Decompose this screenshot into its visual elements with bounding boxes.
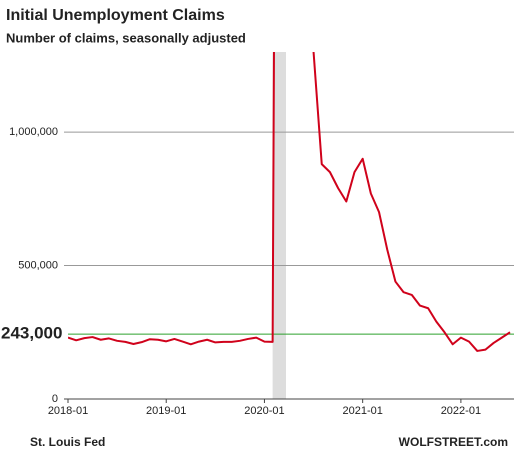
source: St. Louis Fed xyxy=(30,435,105,449)
reference-label: 243,000 xyxy=(1,324,62,343)
y-tick-label: 0 xyxy=(52,393,58,405)
recession-shade xyxy=(272,52,286,399)
x-tick-label: 2022-01 xyxy=(441,405,481,417)
credit: WOLFSTREET.com xyxy=(399,435,508,449)
series-line xyxy=(68,52,511,352)
y-tick-label: 1,000,000 xyxy=(9,126,58,138)
x-tick-label: 2019-01 xyxy=(146,405,186,417)
chart-subtitle: Number of claims, seasonally adjusted xyxy=(6,30,246,45)
x-tick-label: 2021-01 xyxy=(342,405,382,417)
x-tick-label: 2018-01 xyxy=(48,405,88,417)
chart-title: Initial Unemployment Claims xyxy=(6,7,225,24)
y-tick-label: 500,000 xyxy=(18,259,58,271)
x-tick-label: 2020-01 xyxy=(244,405,284,417)
